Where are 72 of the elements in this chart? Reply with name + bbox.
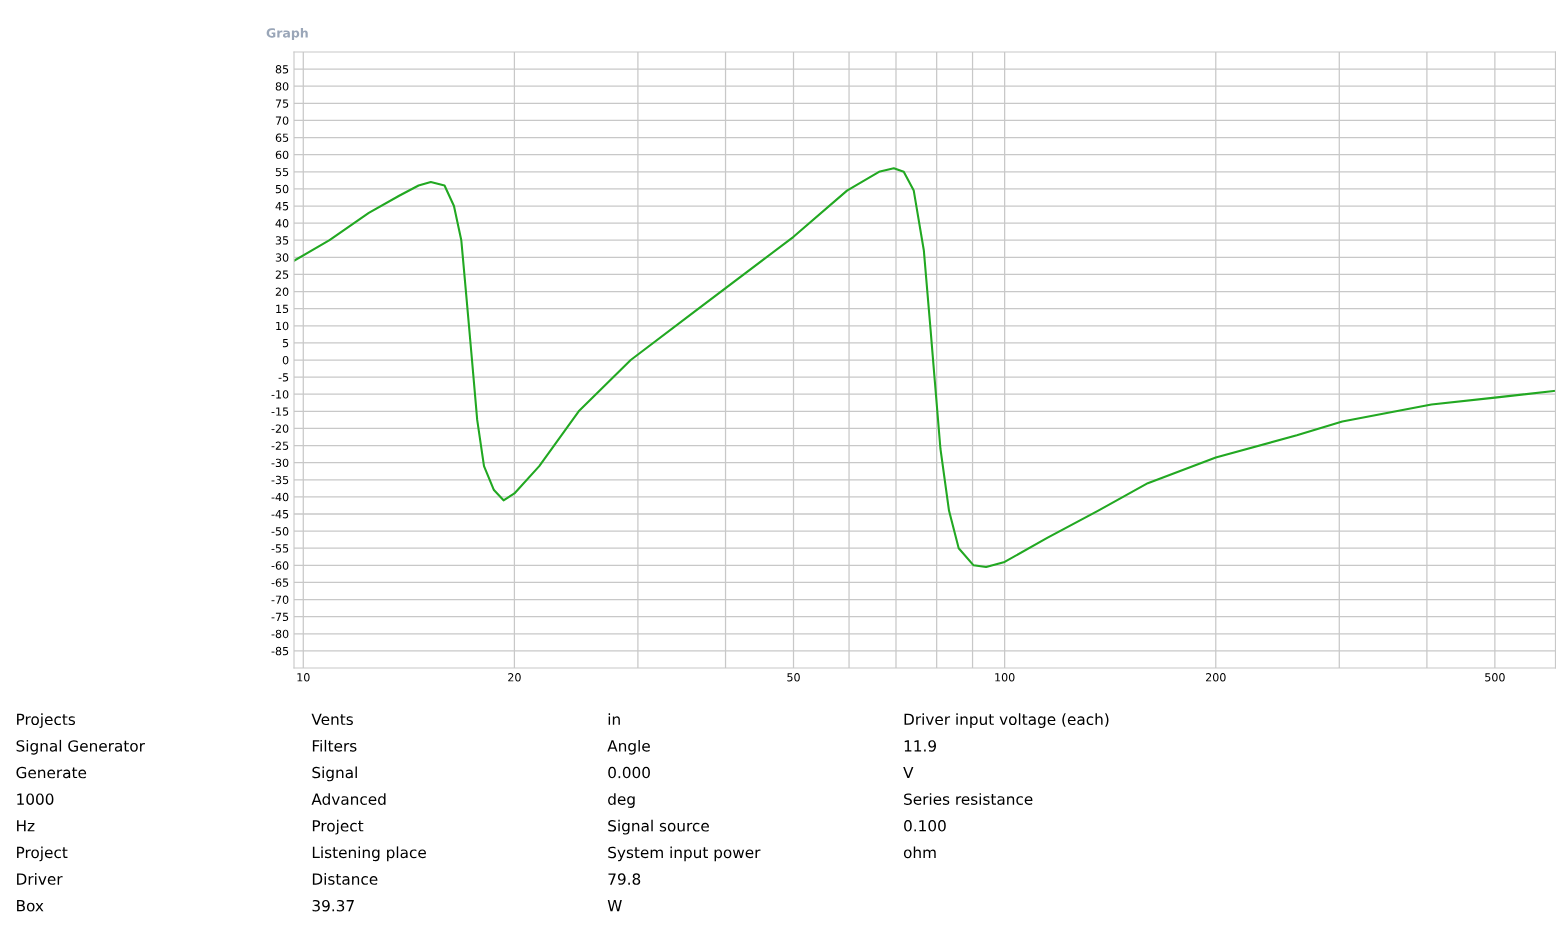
y-tick-label: -40: [271, 492, 289, 502]
y-tick-label: -30: [271, 458, 289, 468]
x-tick-label: 100: [995, 673, 1015, 682]
y-tick-label: 25: [275, 270, 289, 279]
y-tick-label: -60: [271, 561, 289, 570]
text: V: [903, 766, 914, 779]
text: Hz: [17, 820, 35, 832]
y-tick-label: -85: [271, 646, 289, 656]
y-tick-label: -20: [271, 424, 289, 433]
x-tick-label: 20: [508, 673, 521, 682]
text: Project: [312, 819, 364, 835]
text: Signal source: [608, 819, 709, 835]
text: Projects: [17, 713, 76, 729]
y-tick-label: 65: [275, 133, 289, 142]
text: Distance: [312, 873, 378, 885]
text: Driver input voltage (each): [904, 713, 1109, 729]
text: 0.100: [904, 820, 946, 832]
y-tick-label: 75: [275, 99, 289, 108]
y-tick-label: 80: [275, 82, 289, 91]
text: Box: [17, 900, 44, 912]
text: Filters: [312, 739, 357, 752]
y-tick-label: 45: [275, 202, 289, 211]
y-tick-label: -5: [278, 373, 289, 382]
y-tick-label: -80: [271, 629, 289, 639]
text: 11.9: [904, 740, 936, 752]
y-tick-label: 50: [275, 184, 289, 194]
y-tick-label: 20: [275, 287, 289, 296]
y-tick-label: 40: [275, 219, 289, 228]
text: 0.000: [608, 766, 650, 779]
text: 1000: [17, 793, 54, 805]
y-tick-label: 60: [275, 150, 289, 160]
text: Vents: [311, 713, 353, 726]
text: Series resistance: [904, 793, 1033, 805]
y-tick-label: 70: [275, 116, 289, 125]
text: W: [607, 900, 622, 912]
text: in: [608, 713, 620, 725]
y-tick-label: 35: [275, 236, 289, 245]
y-tick-label: 30: [275, 253, 289, 262]
text: ohm: [903, 846, 936, 859]
x-tick-label: 500: [1485, 673, 1505, 682]
chart-title: Graph: [266, 27, 308, 41]
y-tick-label: 55: [275, 167, 289, 177]
y-tick-label: -45: [271, 510, 289, 519]
text: Signal Generator: [16, 739, 145, 755]
x-tick-label: 50: [787, 673, 800, 682]
y-tick-label: -75: [271, 612, 289, 622]
text: Advanced: [311, 793, 386, 805]
y-tick-label: 10: [276, 321, 289, 331]
y-tick-label: -15: [271, 407, 289, 416]
text: Project: [17, 846, 68, 862]
y-tick-label: -65: [271, 578, 289, 587]
text: System input power: [608, 846, 761, 862]
y-tick-label: 5: [282, 339, 289, 348]
text: Generate: [16, 766, 87, 779]
y-tick-label: 15: [276, 304, 289, 314]
y-tick-label: 0: [282, 355, 289, 365]
y-tick-label: 85: [275, 65, 289, 74]
text: Listening place: [312, 846, 426, 862]
text: Angle: [607, 739, 650, 755]
y-tick-label: -70: [271, 595, 289, 604]
text: deg: [608, 793, 635, 808]
text: 79.8: [608, 873, 641, 885]
y-tick-label: -50: [271, 527, 289, 536]
y-tick-label: -25: [271, 441, 289, 450]
text: Signal: [312, 766, 357, 782]
x-tick-label: 200: [1205, 673, 1226, 682]
text: Driver: [17, 873, 63, 885]
y-tick-label: -35: [271, 475, 289, 485]
y-tick-label: -55: [271, 544, 289, 553]
text: 39.37: [312, 899, 354, 912]
y-tick-label: -10: [271, 390, 289, 399]
x-tick-label: 10: [297, 673, 310, 682]
